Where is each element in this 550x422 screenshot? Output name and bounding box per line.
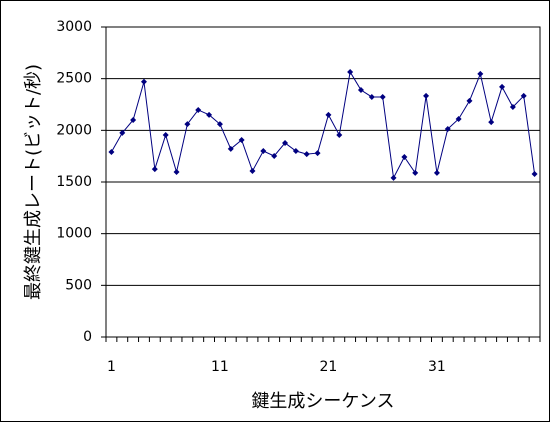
marker — [401, 153, 408, 160]
marker — [412, 169, 419, 176]
y-tick-label: 1000 — [56, 226, 92, 242]
marker — [195, 106, 202, 113]
marker — [466, 97, 473, 104]
marker — [271, 152, 278, 159]
marker — [499, 83, 506, 90]
marker — [531, 170, 538, 177]
y-tick-label: 2000 — [56, 122, 92, 138]
y-tick-label: 3000 — [56, 19, 92, 35]
marker — [520, 92, 527, 99]
marker — [303, 151, 310, 158]
marker — [488, 119, 495, 126]
marker — [509, 103, 516, 110]
x-tick-label: 31 — [428, 359, 446, 375]
marker — [282, 139, 289, 146]
x-tick-label: 1 — [107, 359, 116, 375]
marker — [216, 121, 223, 128]
y-tick-label: 1500 — [56, 174, 92, 190]
marker — [130, 117, 137, 123]
marker — [357, 87, 364, 94]
marker — [292, 148, 299, 154]
marker — [249, 167, 256, 174]
marker — [433, 169, 440, 176]
x-axis-title: 鍵生成シーケンス — [251, 391, 394, 412]
y-tick-label: 2500 — [56, 71, 92, 87]
marker — [119, 129, 126, 136]
marker — [140, 78, 147, 85]
marker — [227, 145, 234, 152]
y-tick-label: 0 — [83, 329, 92, 345]
marker — [184, 121, 191, 128]
marker — [151, 166, 158, 173]
marker — [477, 70, 484, 77]
marker — [260, 148, 267, 154]
marker — [336, 131, 343, 138]
series-line — [110, 70, 536, 180]
marker — [379, 93, 386, 100]
marker — [390, 174, 397, 181]
marker — [455, 115, 462, 122]
marker — [444, 125, 451, 132]
marker — [423, 92, 430, 99]
marker — [314, 150, 321, 157]
y-axis-title: 最終鍵生成レート(ビット/秒) — [23, 64, 44, 300]
marker — [238, 136, 245, 143]
x-tick-label: 21 — [320, 359, 338, 375]
marker — [173, 168, 180, 175]
marker — [162, 131, 169, 138]
marker — [368, 93, 375, 100]
y-tick-label: 500 — [65, 277, 92, 293]
marker — [206, 111, 213, 118]
marker — [347, 68, 354, 75]
marker — [108, 149, 115, 156]
marker — [325, 111, 332, 118]
x-tick-label: 11 — [211, 359, 229, 375]
